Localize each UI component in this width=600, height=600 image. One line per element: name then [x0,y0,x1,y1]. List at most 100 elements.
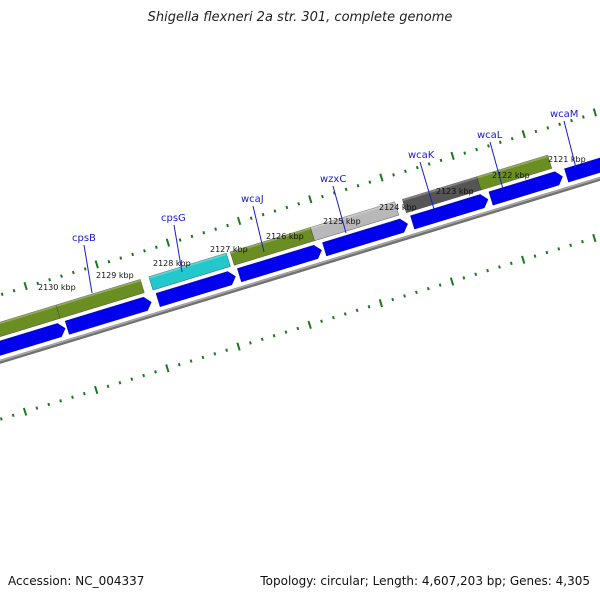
minor-tick [154,370,157,374]
minor-tick [534,129,538,134]
minor-tick [11,413,15,418]
minor-tick [71,270,75,275]
minor-tick [48,278,52,282]
cds-arrow [237,244,322,283]
cds-arrow [322,218,408,257]
minor-tick [415,290,418,295]
cds-arrow [0,323,66,356]
gene-label: wcaM [550,109,578,120]
minor-tick [427,162,431,166]
gene-leader-line [83,244,93,294]
minor-tick [178,238,182,242]
major-tick [308,195,313,204]
minor-tick [509,261,513,266]
minor-tick [189,359,193,363]
gene-label: wcaJ [241,194,264,205]
feature-block-olive [55,279,145,319]
minor-tick [107,259,111,264]
minor-tick [143,249,146,253]
minor-tick [545,250,549,255]
feature-block-cyan [148,252,231,291]
minor-tick [355,308,359,313]
gene-label: cpsG [161,213,186,224]
gene-label: wcaL [477,130,503,141]
minor-tick [581,115,585,119]
gene-label: cpsB [72,233,96,244]
minor-tick [36,281,40,286]
minor-tick [190,234,194,239]
minor-tick [130,377,134,381]
minor-tick [487,144,490,148]
minor-tick [415,165,419,170]
scale-tick-label: 2128 kbp [153,259,191,268]
scale-tick-label: 2123 kbp [436,187,474,196]
outer-tick-track [0,108,598,296]
major-tick [165,364,170,373]
minor-tick [332,315,335,320]
feature-highlight [402,176,478,202]
minor-tick [570,118,573,123]
minor-tick [356,183,360,188]
major-tick [592,108,598,117]
minor-tick [557,247,561,251]
major-tick [379,173,384,182]
cds-arrow [64,296,152,335]
major-tick [307,320,312,329]
minor-tick [0,417,3,421]
minor-tick [154,245,158,249]
minor-tick [35,406,39,410]
major-tick [22,407,28,416]
minor-tick [119,256,123,260]
minor-tick [284,330,288,334]
major-tick [165,238,171,247]
feature-highlight [476,155,549,179]
minor-tick [59,399,63,403]
minor-tick [285,205,289,210]
gene-leader-line [419,161,435,210]
minor-tick [498,140,502,145]
major-tick [521,129,526,139]
feature-track [0,154,553,337]
minor-tick [321,194,324,199]
scale-tick-label: 2121 kbp [548,155,586,164]
minor-tick [404,169,407,173]
minor-tick [296,326,300,331]
feature-highlight [56,279,141,307]
minor-tick [12,288,16,293]
minor-tick [510,136,514,141]
minor-tick [226,223,229,228]
cds-arrow [488,171,563,206]
minor-tick [83,267,87,271]
scale-tick-label: 2122 kbp [492,171,530,180]
minor-tick [403,294,406,298]
minor-tick [438,283,442,287]
minor-tick [131,252,135,257]
cds-arrow-track [0,157,600,356]
genome-backbone [0,176,600,364]
feature-block-gray [310,201,399,242]
accession-text: Accession: NC_004337 [8,574,145,588]
major-tick [450,151,455,160]
minor-tick [202,231,206,235]
feature-highlight [310,201,396,230]
gene-label: wzxC [320,174,346,185]
minor-tick [0,292,4,296]
major-tick [94,385,99,395]
gene-leader-line [563,120,577,169]
minor-tick [344,187,348,192]
scale-tick-label: 2127 kbp [210,245,248,254]
minor-tick [546,126,550,130]
major-tick [236,342,241,351]
minor-tick [82,391,86,396]
major-tick [592,233,597,243]
minor-tick [118,381,122,385]
minor-tick [486,268,489,273]
gene-leader-line [252,205,265,253]
minor-tick [343,312,347,316]
feature-highlight [148,253,227,279]
cds-arrow [155,271,236,307]
minor-tick [581,239,584,244]
backbone-line [0,176,600,364]
minor-tick [106,384,110,389]
